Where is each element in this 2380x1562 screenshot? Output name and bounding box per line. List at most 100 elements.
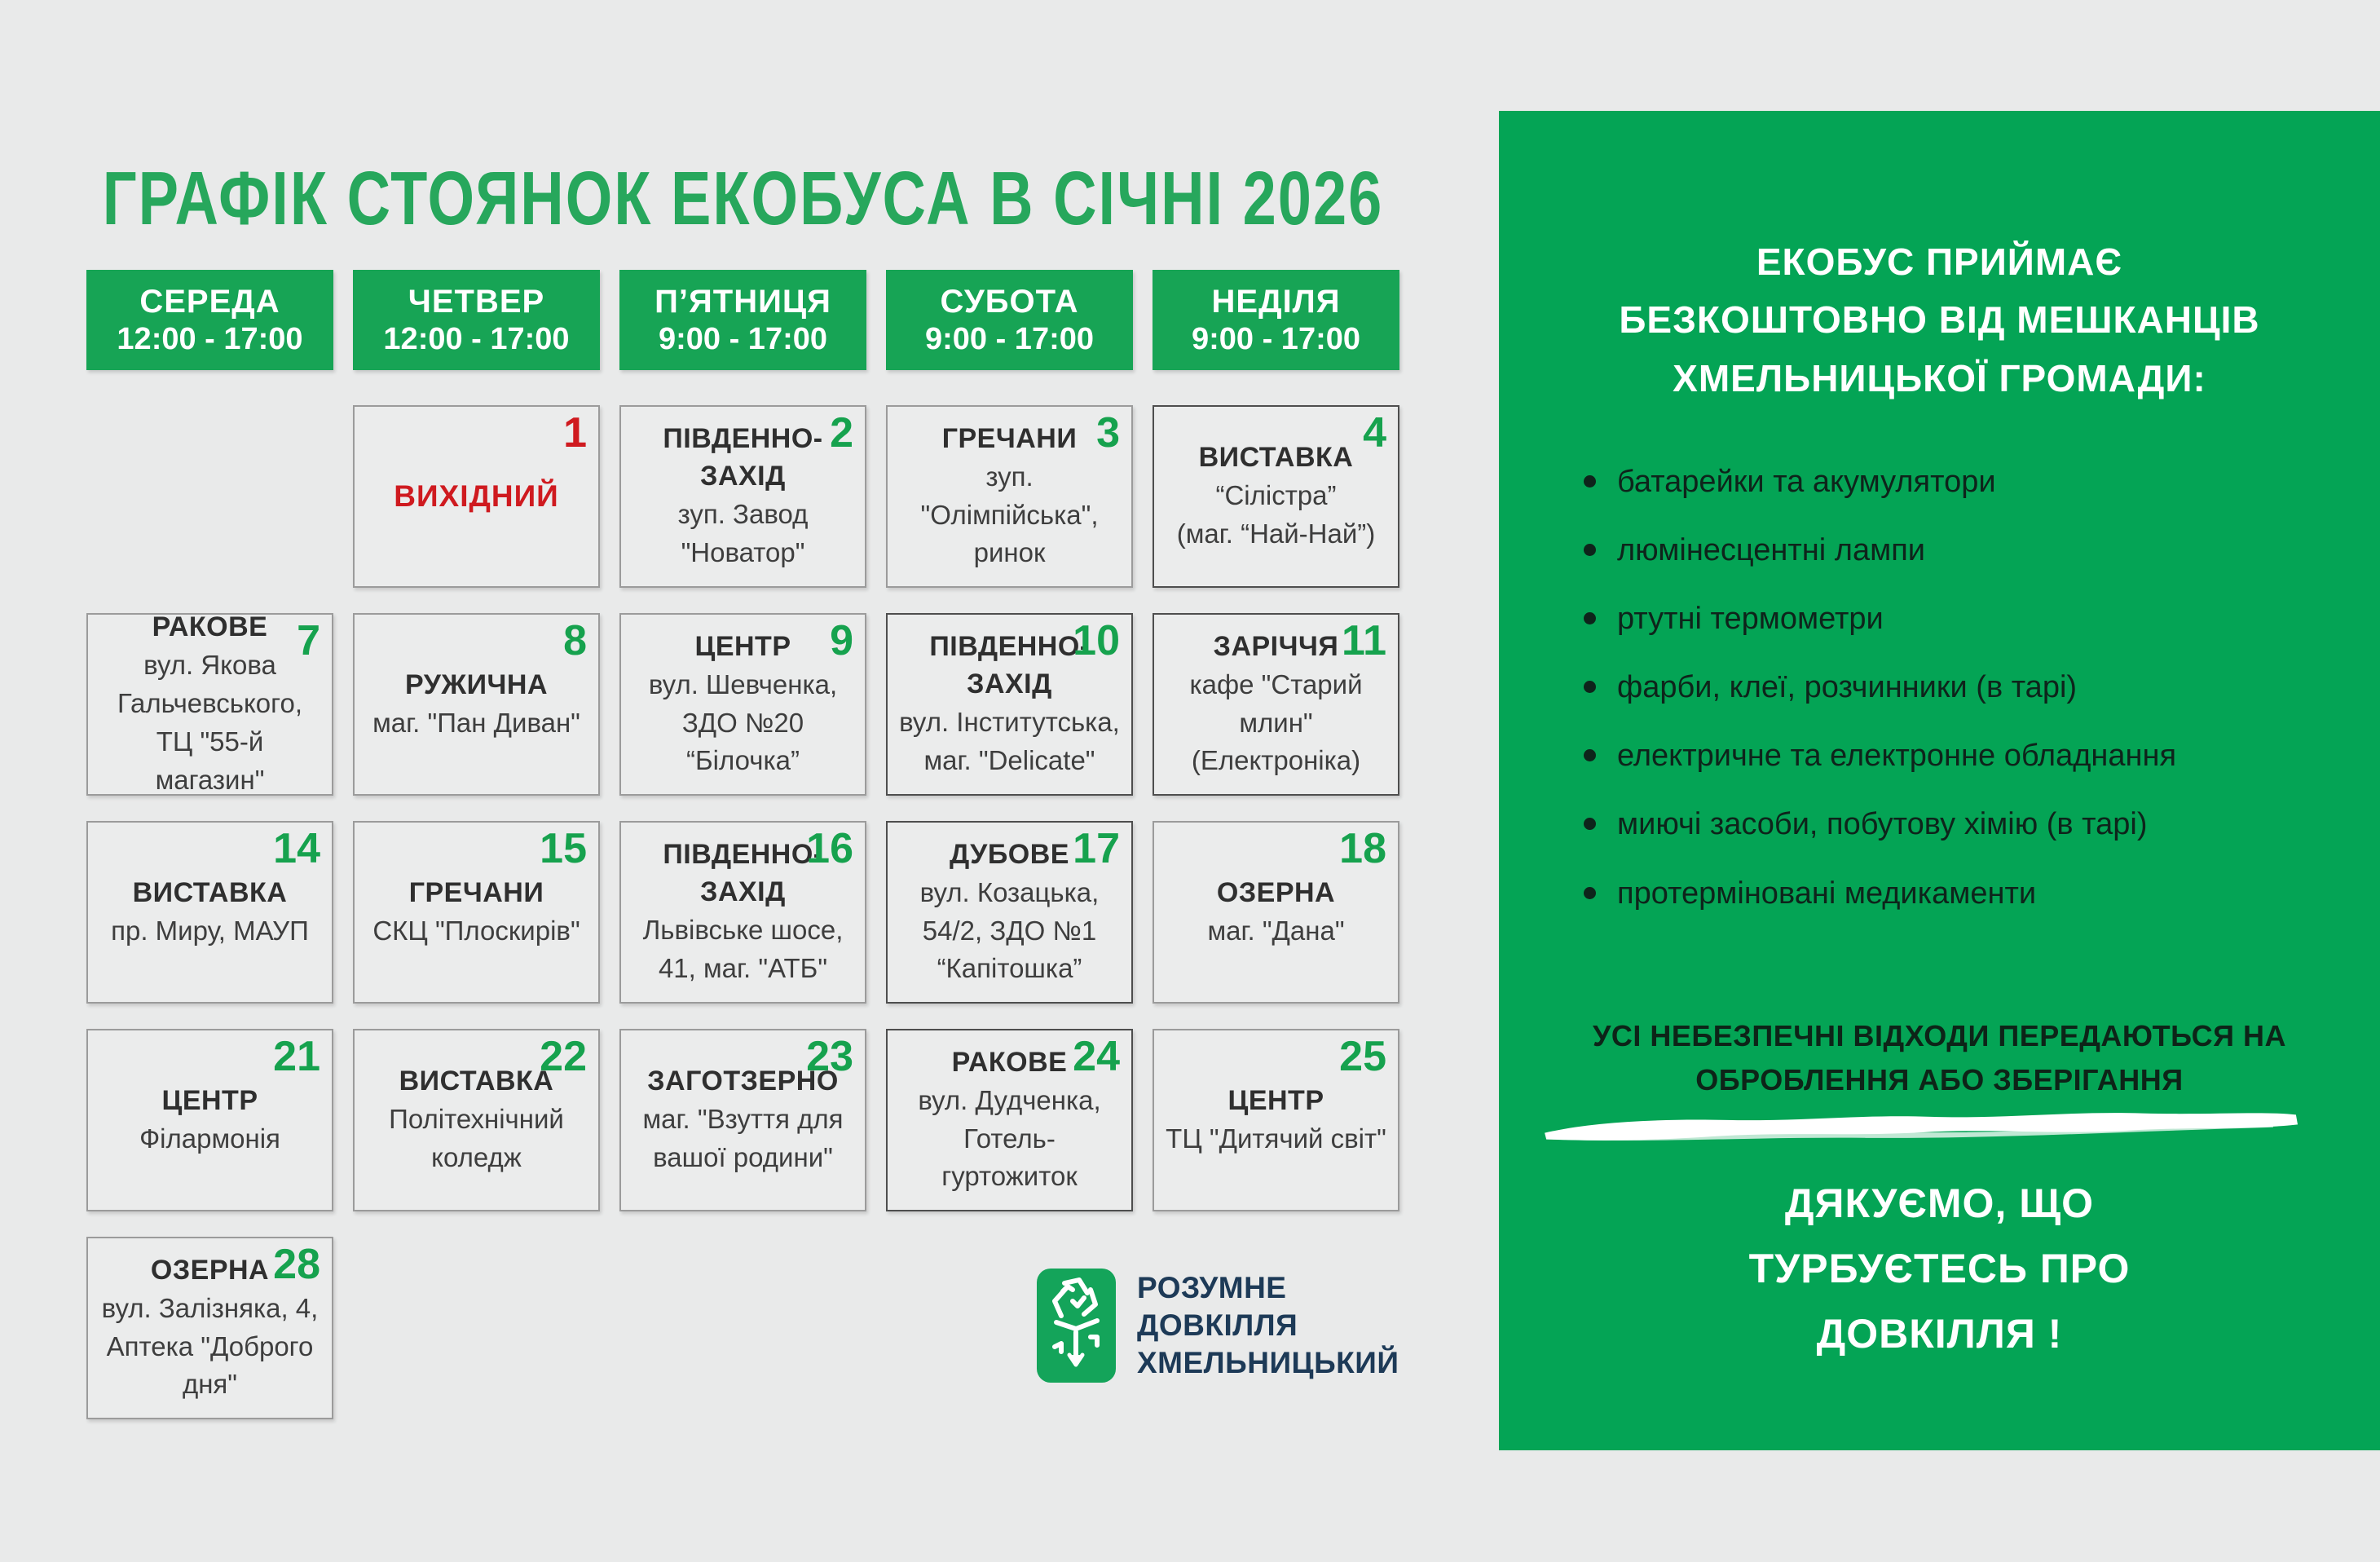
brush-underline bbox=[1545, 1113, 2298, 1141]
list-item: протерміновані медикаменти bbox=[1584, 871, 2343, 916]
day-name: ЧЕТВЕР bbox=[408, 283, 545, 320]
list-item: люмінесцентні лампи bbox=[1584, 528, 2343, 573]
bullet-icon bbox=[1584, 749, 1596, 762]
date-number: 11 bbox=[1342, 617, 1386, 664]
stop-address: кафе "Старий млин" (Електроніка) bbox=[1189, 668, 1363, 776]
date-number: 2 bbox=[830, 409, 853, 457]
date-number: 21 bbox=[273, 1033, 320, 1080]
hazardous-waste-note: УСІ НЕБЕЗПЕЧНІ ВІДХОДИ ПЕРЕДАЮТЬСЯ НА ОБ… bbox=[1593, 1019, 2286, 1096]
date-number: 9 bbox=[830, 617, 853, 664]
list-item: ртутні термометри bbox=[1584, 597, 2343, 642]
calendar-cell-3: 3 ГРЕЧАНИ зуп. "Олімпійська", ринок bbox=[886, 405, 1133, 588]
calendar-cell-21: 21 ЦЕНТР Філармонія bbox=[86, 1029, 333, 1211]
calendar-cell-11: 11 ЗАРІЧЧЯ кафе "Старий млин" (Електроні… bbox=[1153, 613, 1399, 796]
stop-address: вул. Шевченка, ЗДО №20 “Білочка” bbox=[648, 668, 838, 776]
list-item: батарейки та акумулятори bbox=[1584, 460, 2343, 505]
date-number: 28 bbox=[273, 1241, 320, 1288]
day-name: СЕРЕДА bbox=[139, 283, 280, 320]
stop-name: ГРЕЧАНИ bbox=[941, 422, 1078, 454]
date-number: 18 bbox=[1339, 825, 1386, 872]
day-header-saturday: СУБОТА 9:00 - 17:00 bbox=[886, 270, 1133, 370]
stop-name: ЦЕНТР bbox=[694, 630, 791, 662]
day-header-wednesday: СЕРЕДА 12:00 - 17:00 bbox=[86, 270, 333, 370]
stop-name: ДУБОВЕ bbox=[950, 838, 1069, 870]
stop-address: Львівське шосе, 41, маг. "АТБ" bbox=[642, 915, 844, 983]
stop-name: РАКОВЕ bbox=[152, 611, 268, 643]
day-header-sunday: НЕДІЛЯ 9:00 - 17:00 bbox=[1153, 270, 1399, 370]
calendar-cell-8: 8 РУЖИЧНА маг. "Пан Диван" bbox=[353, 613, 600, 796]
date-number: 7 bbox=[297, 617, 320, 664]
stop-address: СКЦ "Плоскирів" bbox=[372, 915, 580, 946]
date-number: 4 bbox=[1363, 409, 1386, 457]
stop-address: вул. Дудченка, Готель- гуртожиток bbox=[918, 1084, 1101, 1192]
calendar-cell-22: 22 ВИСТАВКА Політехнічний коледж bbox=[353, 1029, 600, 1211]
stop-address: ТЦ "Дитячий світ" bbox=[1166, 1123, 1386, 1154]
stop-address: “Сілістра” (маг. “Най-Най”) bbox=[1176, 480, 1376, 549]
day-hours: 12:00 - 17:00 bbox=[117, 321, 303, 356]
date-number: 25 bbox=[1339, 1033, 1386, 1080]
list-item-text: фарби, клеї, розчинники (в тарі) bbox=[1617, 670, 2078, 705]
date-number: 3 bbox=[1096, 409, 1120, 457]
stop-name: ОЗЕРНА bbox=[1216, 876, 1336, 908]
organization-logo: РОЗУМНЕ ДОВКІЛЛЯ ХМЕЛЬНИЦЬКИЙ bbox=[1037, 1269, 1399, 1383]
day-name: П’ЯТНИЦЯ bbox=[654, 283, 831, 320]
stop-address: Філармонія bbox=[139, 1123, 280, 1154]
stop-name: ВИСТАВКА bbox=[399, 1066, 554, 1097]
page-title: ГРАФІК СТОЯНОК ЕКОБУСА В СІЧНІ 2026 bbox=[102, 156, 1384, 240]
day-name: СУБОТА bbox=[940, 283, 1079, 320]
calendar-cell-28: 28 ОЗЕРНА вул. Залізняка, 4, Аптека "Доб… bbox=[86, 1237, 333, 1419]
day-name: НЕДІЛЯ bbox=[1211, 283, 1341, 320]
list-item: фарби, клеї, розчинники (в тарі) bbox=[1584, 665, 2343, 710]
day-hours: 9:00 - 17:00 bbox=[1191, 321, 1360, 356]
calendar-cell-2: 2 ПІВДЕННО-ЗАХІД зуп. Завод "Новатор" bbox=[619, 405, 866, 588]
calendar-cell-4: 4 ВИСТАВКА “Сілістра” (маг. “Най-Най”) bbox=[1153, 405, 1399, 588]
date-number: 8 bbox=[563, 617, 587, 664]
calendar-cell-15: 15 ГРЕЧАНИ СКЦ "Плоскирів" bbox=[353, 821, 600, 1004]
list-item-text: електричне та електронне обладнання bbox=[1617, 739, 2177, 774]
bullet-icon bbox=[1584, 544, 1596, 557]
stop-name: ВИСТАВКА bbox=[132, 876, 288, 908]
stop-name: ПІВДЕННО-ЗАХІД bbox=[663, 839, 823, 908]
list-item-text: миючі засоби, побутову хімію (в тарі) bbox=[1617, 807, 2148, 842]
stop-address: пр. Миру, МАУП bbox=[111, 915, 309, 946]
day-hours: 12:00 - 17:00 bbox=[383, 321, 570, 356]
day-header-thursday: ЧЕТВЕР 12:00 - 17:00 bbox=[353, 270, 600, 370]
date-number: 17 bbox=[1073, 825, 1120, 872]
stop-address: вул. Залізняка, 4, Аптека "Доброго дня" bbox=[101, 1292, 319, 1400]
date-number: 14 bbox=[273, 825, 320, 872]
calendar-cell-14: 14 ВИСТАВКА пр. Миру, МАУП bbox=[86, 821, 333, 1004]
stop-address: маг. "Пан Диван" bbox=[372, 707, 580, 738]
panel-heading: ЕКОБУС ПРИЙМАЄ БЕЗКОШТОВНО ВІД МЕШКАНЦІВ… bbox=[1619, 240, 2260, 399]
stop-name: ПІВДЕННО-ЗАХІД bbox=[929, 631, 1090, 700]
stop-address: Політехнічний коледж bbox=[389, 1104, 564, 1172]
stop-address: зуп. Завод "Новатор" bbox=[677, 499, 809, 567]
bullet-icon bbox=[1584, 681, 1596, 694]
date-number: 22 bbox=[540, 1033, 587, 1080]
stop-address: вул. Інститутська, маг. "Delicate" bbox=[899, 707, 1120, 775]
calendar-cell-24: 24 РАКОВЕ вул. Дудченка, Готель- гуртожи… bbox=[886, 1029, 1133, 1211]
date-number: 24 bbox=[1073, 1033, 1120, 1080]
list-item-text: люмінесцентні лампи bbox=[1617, 533, 1926, 568]
day-hours: 9:00 - 17:00 bbox=[924, 321, 1094, 356]
calendar-cell-10: 10 ПІВДЕННО-ЗАХІД вул. Інститутська, маг… bbox=[886, 613, 1133, 796]
date-number: 23 bbox=[806, 1033, 853, 1080]
logo-text: РОЗУМНЕ ДОВКІЛЛЯ ХМЕЛЬНИЦЬКИЙ bbox=[1137, 1271, 1399, 1379]
list-item: миючі засоби, побутову хімію (в тарі) bbox=[1584, 802, 2343, 847]
stop-address: вул. Якова Гальчевського, ТЦ "55-й магаз… bbox=[117, 650, 302, 795]
holiday-label: ВИХІДНИЙ bbox=[394, 479, 559, 513]
list-item-text: протерміновані медикаменти bbox=[1617, 876, 2037, 911]
recycle-smart-environment-icon bbox=[1037, 1269, 1116, 1383]
calendar-cell-17: 17 ДУБОВЕ вул. Козацька, 54/2, ЗДО №1 “К… bbox=[886, 821, 1133, 1004]
list-item: електричне та електронне обладнання bbox=[1584, 734, 2343, 779]
calendar-grid: 1 ВИХІДНИЙ 2 ПІВДЕННО-ЗАХІД зуп. Завод "… bbox=[86, 405, 1399, 1419]
calendar-cell-23: 23 ЗАГОТЗЕРНО маг. "Взуття для вашої род… bbox=[619, 1029, 866, 1211]
date-number: 10 bbox=[1073, 617, 1120, 664]
date-number: 1 bbox=[563, 409, 587, 457]
stop-name: ГРЕЧАНИ bbox=[408, 876, 544, 908]
calendar-cell-16: 16 ПІВДЕННО-ЗАХІД Львівське шосе, 41, ма… bbox=[619, 821, 866, 1004]
bullet-icon bbox=[1584, 475, 1596, 488]
day-header-friday: П’ЯТНИЦЯ 9:00 - 17:00 bbox=[619, 270, 866, 370]
date-number: 15 bbox=[540, 825, 587, 872]
thank-you-message: ДЯКУЄМО, ЩО ТУРБУЄТЕСЬ ПРО ДОВКІЛЛЯ ! bbox=[1748, 1180, 2131, 1357]
